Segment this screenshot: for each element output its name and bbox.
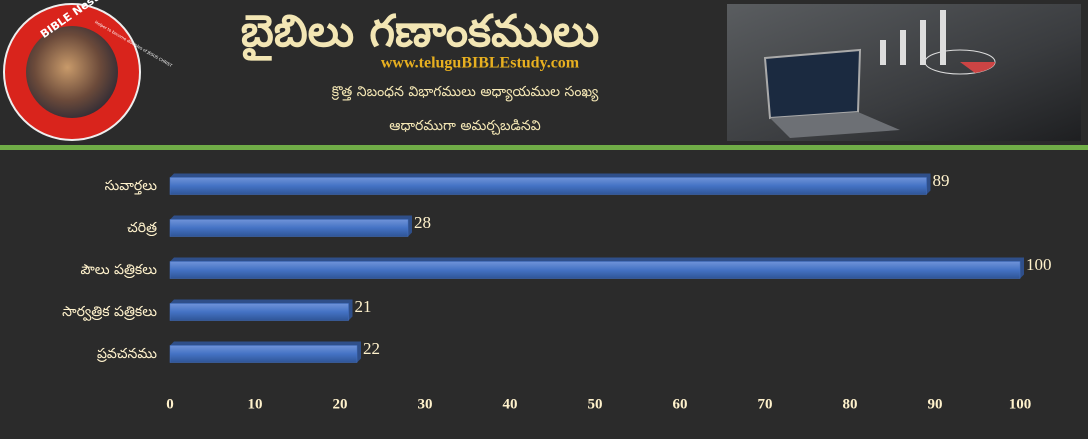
x-tick-label: 50 xyxy=(588,396,603,412)
bar xyxy=(169,177,927,195)
x-tick-label: 30 xyxy=(418,396,433,412)
data-label: 89 xyxy=(933,171,950,190)
bar xyxy=(169,261,1021,279)
data-label: 28 xyxy=(414,213,431,232)
y-tick-label: సువార్తలు xyxy=(105,178,158,195)
x-tick-label: 60 xyxy=(673,396,688,412)
x-tick-label: 70 xyxy=(758,396,773,412)
divider xyxy=(0,145,1088,150)
bar xyxy=(169,345,358,363)
y-tick-label: చరిత్ర xyxy=(127,220,157,237)
header-image xyxy=(727,4,1081,141)
bar-depth xyxy=(170,257,1024,279)
x-tick-label: 100 xyxy=(1009,396,1032,412)
title: బైబిలు గణాంకములు xyxy=(241,6,600,61)
bar-depth xyxy=(170,299,353,321)
bar-depth xyxy=(170,173,931,195)
data-label: 22 xyxy=(363,339,380,358)
bar-depth xyxy=(170,215,412,237)
y-tick-label: సార్వత్రిక పత్రికలు xyxy=(62,304,157,321)
logo: BIBLE Nestam Helper to become disciples … xyxy=(3,0,174,141)
y-tick-label: పౌలు పత్రికలు xyxy=(81,262,158,279)
subtitle-line: క్రొత్త నిబంధన విభాగములు అధ్యాయముల సంఖ్య xyxy=(331,84,599,102)
x-tick-label: 10 xyxy=(248,396,263,412)
bar xyxy=(169,303,349,321)
data-label: 21 xyxy=(355,297,372,316)
data-label: 100 xyxy=(1026,255,1052,274)
bar-depth xyxy=(170,341,361,363)
x-tick-label: 40 xyxy=(503,396,518,412)
x-tick-label: 0 xyxy=(166,396,174,412)
y-tick-label: ప్రవచనము xyxy=(97,346,157,362)
bar xyxy=(169,219,409,237)
x-tick-label: 80 xyxy=(843,396,858,412)
website: www.teluguBIBLEstudy.com xyxy=(381,55,580,72)
x-tick-label: 90 xyxy=(928,396,943,412)
x-tick-label: 20 xyxy=(333,396,348,412)
subtitle-line: ఆధారముగా అమర్చబడినవి xyxy=(389,118,540,135)
